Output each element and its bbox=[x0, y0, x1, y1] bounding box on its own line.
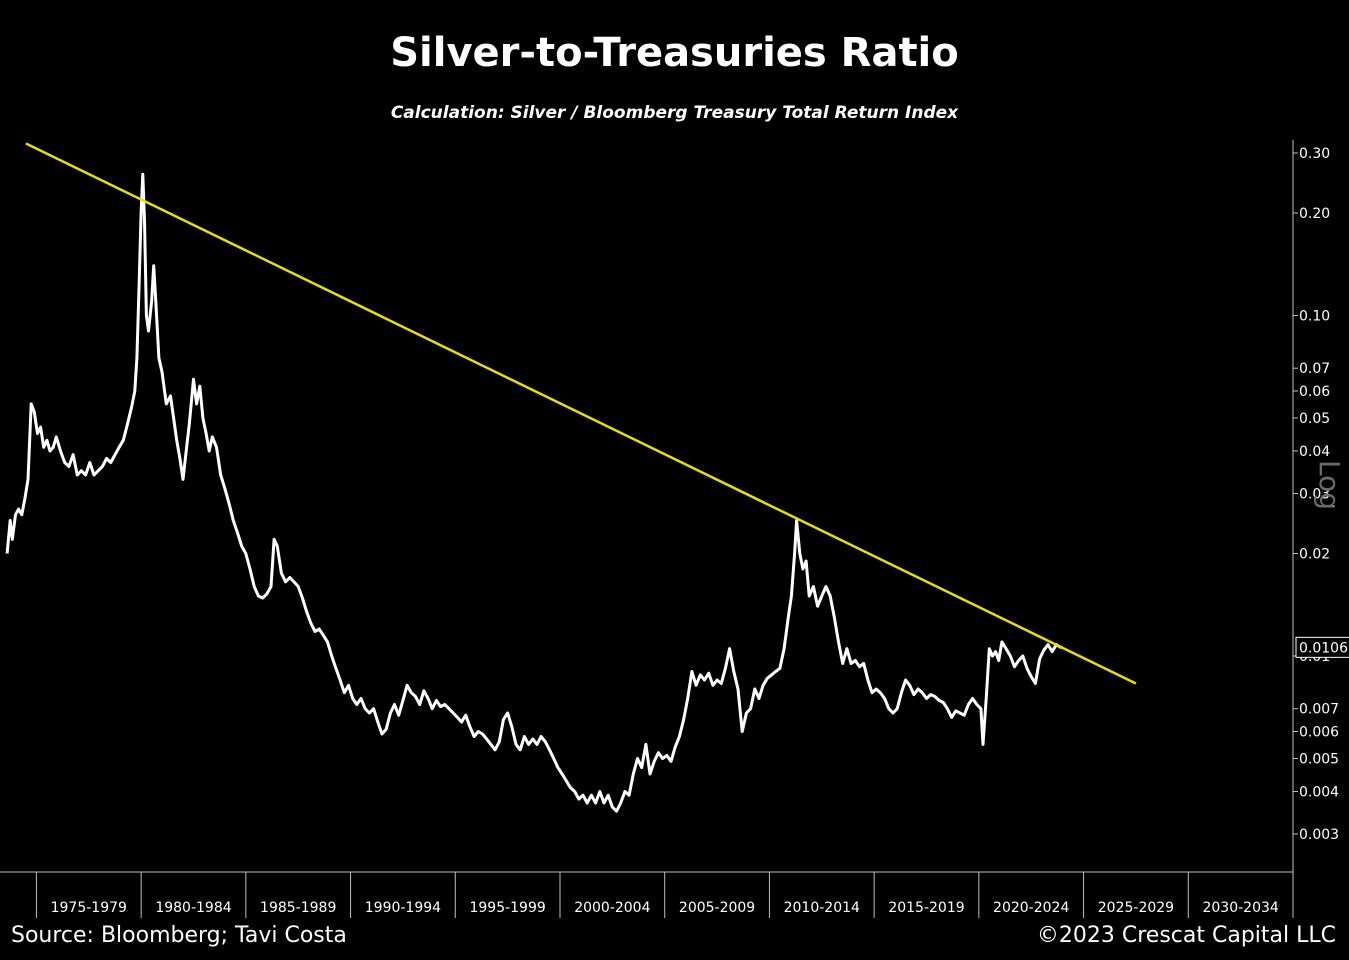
scale-label: Log bbox=[1313, 460, 1346, 510]
x-tick-label: 1990-1994 bbox=[365, 900, 441, 916]
y-tick-label: 0.07 bbox=[1299, 361, 1330, 377]
y-tick-label: 0.04 bbox=[1299, 444, 1330, 460]
chart-subtitle: Calculation: Silver / Bloomberg Treasury… bbox=[390, 103, 959, 123]
x-tick-label: 1975-1979 bbox=[51, 900, 127, 916]
x-tick-label: 2010-2014 bbox=[784, 900, 860, 916]
x-tick-label: 2015-2019 bbox=[888, 900, 964, 916]
x-tick-label: 1980-1984 bbox=[155, 900, 231, 916]
y-tick-label: 0.007 bbox=[1299, 702, 1339, 718]
copyright-note: ©2023 Crescat Capital LLC bbox=[1036, 923, 1336, 948]
last-value-box bbox=[1295, 636, 1349, 658]
y-tick-label: 0.10 bbox=[1299, 308, 1330, 324]
chart-title: Silver-to-Treasuries Ratio bbox=[390, 30, 959, 76]
x-tick-label: 2025-2029 bbox=[1098, 900, 1174, 916]
series-line bbox=[5, 172, 1063, 813]
y-tick-label: 0.05 bbox=[1299, 411, 1330, 427]
y-tick-label: 0.005 bbox=[1299, 751, 1339, 767]
y-tick-label: 0.004 bbox=[1299, 784, 1339, 800]
source-note: Source: Bloomberg; Tavi Costa bbox=[11, 923, 347, 948]
x-tick-label: 2020-2024 bbox=[993, 900, 1069, 916]
x-tick-label: 1985-1989 bbox=[260, 900, 336, 916]
y-tick-label: 0.20 bbox=[1299, 206, 1330, 222]
y-tick-label: 0.03 bbox=[1299, 487, 1330, 503]
x-tick-label: 2000-2004 bbox=[574, 900, 650, 916]
x-tick-label: 2005-2009 bbox=[679, 900, 755, 916]
y-tick-label: 0.06 bbox=[1299, 384, 1330, 400]
y-tick-label: 0.02 bbox=[1299, 546, 1330, 562]
y-tick-label: 0.003 bbox=[1299, 827, 1339, 843]
last-value-label: 0.0106 bbox=[1299, 640, 1348, 656]
y-tick-label: 0.30 bbox=[1299, 146, 1330, 162]
y-tick-label: 0.006 bbox=[1299, 724, 1339, 740]
x-tick-label: 1995-1999 bbox=[469, 900, 545, 916]
trend-line bbox=[25, 142, 1137, 685]
x-tick-label: 2030-2034 bbox=[1202, 900, 1278, 916]
